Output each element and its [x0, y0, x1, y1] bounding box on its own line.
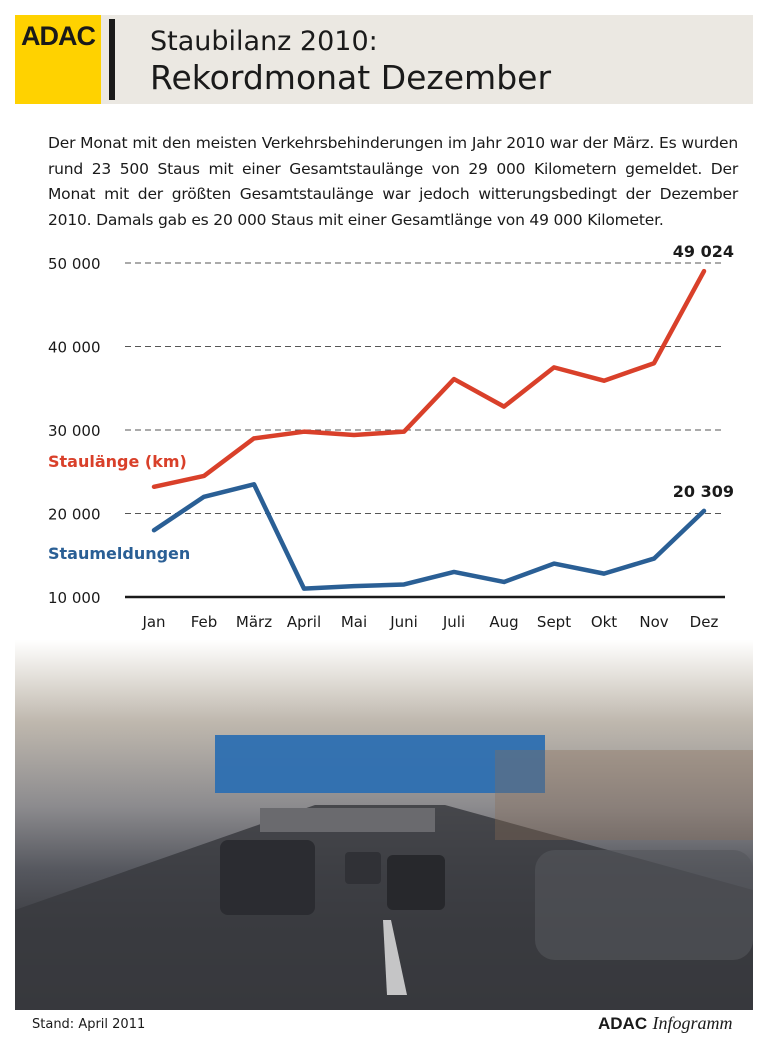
footer-infogramm: Infogramm	[652, 1013, 733, 1033]
staulaenge-series-name: Staulänge (km)	[48, 452, 187, 471]
series-lines	[151, 268, 707, 591]
x-tick-label: März	[236, 613, 272, 631]
y-tick-label: 20 000	[48, 506, 101, 524]
title-line-1: Staubilanz 2010:	[150, 26, 378, 57]
header-band	[15, 15, 753, 104]
x-tick-label: Okt	[591, 613, 617, 631]
adac-logo: ADAC	[15, 15, 101, 104]
y-tick-label: 40 000	[48, 339, 101, 357]
y-tick-label: 50 000	[48, 255, 101, 273]
staumeldungen-end-label: 20 309	[673, 482, 734, 501]
series-labels: 49 024 Staulänge (km) 20 309 Staumeldungen	[48, 242, 734, 563]
highway-scene	[15, 735, 753, 1010]
x-tick-label: Aug	[489, 613, 518, 631]
footer-brand: ADAC	[598, 1014, 648, 1033]
staulaenge-end-label: 49 024	[673, 242, 734, 261]
x-tick-label: Dez	[690, 613, 719, 631]
x-tick-label: Sept	[537, 613, 571, 631]
y-tick-label: 30 000	[48, 422, 101, 440]
x-tick-label: Nov	[639, 613, 668, 631]
staulaenge-line	[151, 268, 707, 490]
x-tick-label: Feb	[191, 613, 218, 631]
header-divider	[109, 19, 115, 100]
x-tick-label: April	[287, 613, 321, 631]
x-tick-label: Juli	[442, 613, 465, 631]
description-text: Der Monat mit den meisten Verkehrsbehind…	[48, 134, 738, 229]
y-tick-label: 10 000	[48, 589, 101, 607]
staumeldungen-line	[151, 482, 707, 591]
line-chart: 10 000 20 000 30 000 40 000 50 000 Jan Feb Mär…	[48, 242, 734, 631]
x-tick-labels: Jan Feb März April Mai Juni Juli Aug Sept Okt Nov D…	[141, 613, 718, 631]
x-tick-label: Mai	[341, 613, 367, 631]
highway-photo	[15, 640, 753, 1010]
title-line-2: Rekordmonat Dezember	[150, 58, 552, 97]
footer-credit: ADAC Infogramm	[598, 1013, 733, 1034]
staumeldungen-series-name: Staumeldungen	[48, 544, 190, 563]
x-tick-label: Juni	[389, 613, 418, 631]
gridlines	[125, 262, 725, 599]
logo-text: ADAC	[21, 21, 96, 51]
y-tick-labels: 10 000 20 000 30 000 40 000 50 000	[48, 255, 101, 607]
footer-stand: Stand: April 2011	[32, 1017, 146, 1032]
x-tick-label: Jan	[141, 613, 165, 631]
